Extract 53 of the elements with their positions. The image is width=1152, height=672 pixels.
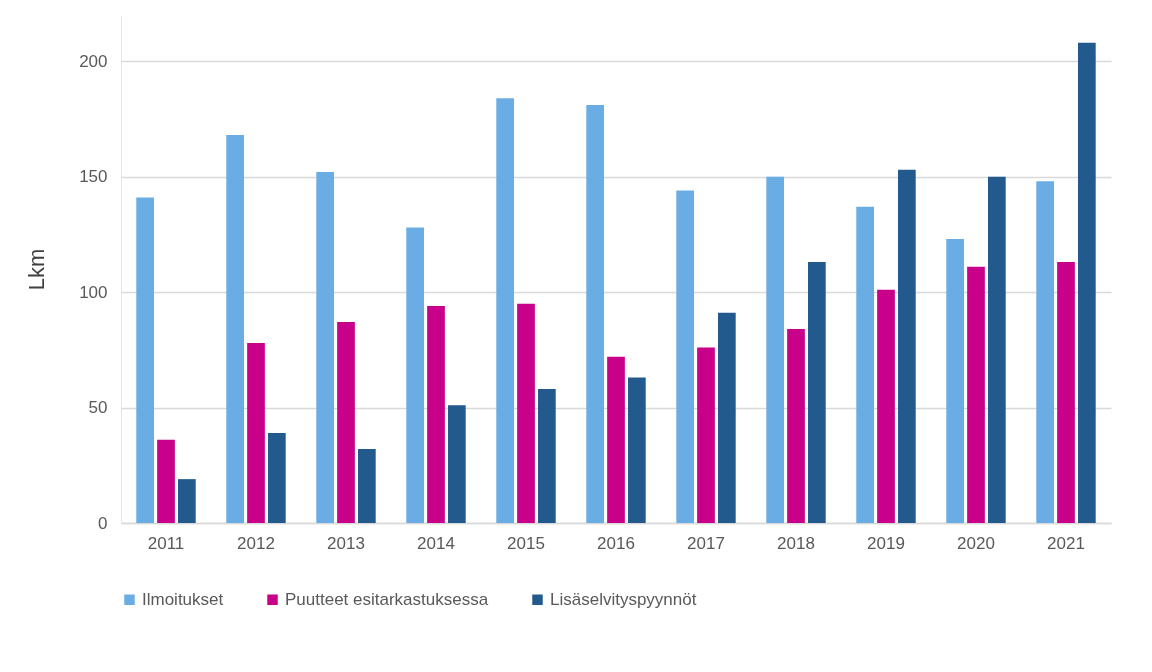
bar xyxy=(967,266,985,523)
bar xyxy=(676,190,695,523)
bar xyxy=(627,377,646,523)
bar xyxy=(856,206,875,523)
bar xyxy=(717,312,736,523)
x-tick-label: 2018 xyxy=(777,533,815,553)
bar xyxy=(406,227,425,523)
bar xyxy=(226,135,245,523)
x-tick-label: 2019 xyxy=(867,533,905,553)
bar xyxy=(1036,181,1055,523)
y-axis-title: Lkm xyxy=(24,248,50,291)
x-tick-label: 2011 xyxy=(147,533,185,553)
bar xyxy=(697,347,715,523)
x-tick-label: 2016 xyxy=(597,533,635,553)
bar xyxy=(447,405,466,523)
bar xyxy=(987,176,1006,523)
bar xyxy=(586,105,605,523)
bar xyxy=(787,329,805,523)
bar xyxy=(877,289,895,523)
bar xyxy=(177,479,196,523)
bar xyxy=(247,342,265,523)
x-tick-label: 2020 xyxy=(957,533,995,553)
bar xyxy=(897,169,916,523)
bar xyxy=(607,356,625,523)
y-tick-label: 200 xyxy=(79,51,108,71)
y-tick-label: 50 xyxy=(88,398,108,418)
bar xyxy=(337,322,355,523)
y-tick-label: 100 xyxy=(79,282,108,302)
x-tick-label: 2012 xyxy=(237,533,275,553)
bar xyxy=(157,439,175,523)
legend-label: Puutteet esitarkastuksessa xyxy=(285,589,489,609)
bar xyxy=(316,172,335,523)
x-tick-label: 2015 xyxy=(507,533,545,553)
bar xyxy=(946,238,965,523)
bar xyxy=(537,389,556,523)
y-tick-label: 0 xyxy=(98,513,108,533)
bar xyxy=(807,262,826,523)
bar xyxy=(267,432,286,523)
bar xyxy=(136,197,155,523)
x-tick-label: 2013 xyxy=(327,533,365,553)
bar xyxy=(357,449,376,523)
y-tick-label: 150 xyxy=(79,167,108,187)
legend-label: Lisäselvityspyynnöt xyxy=(550,589,697,609)
bar xyxy=(766,176,785,523)
bar xyxy=(517,303,535,523)
bar xyxy=(496,98,515,523)
legend-label: Ilmoitukset xyxy=(142,589,224,609)
bar xyxy=(1077,42,1096,523)
x-tick-label: 2014 xyxy=(417,533,455,553)
x-tick-label: 2021 xyxy=(1047,533,1085,553)
bar xyxy=(427,305,445,523)
x-tick-label: 2017 xyxy=(687,533,725,553)
bar xyxy=(1057,262,1075,523)
